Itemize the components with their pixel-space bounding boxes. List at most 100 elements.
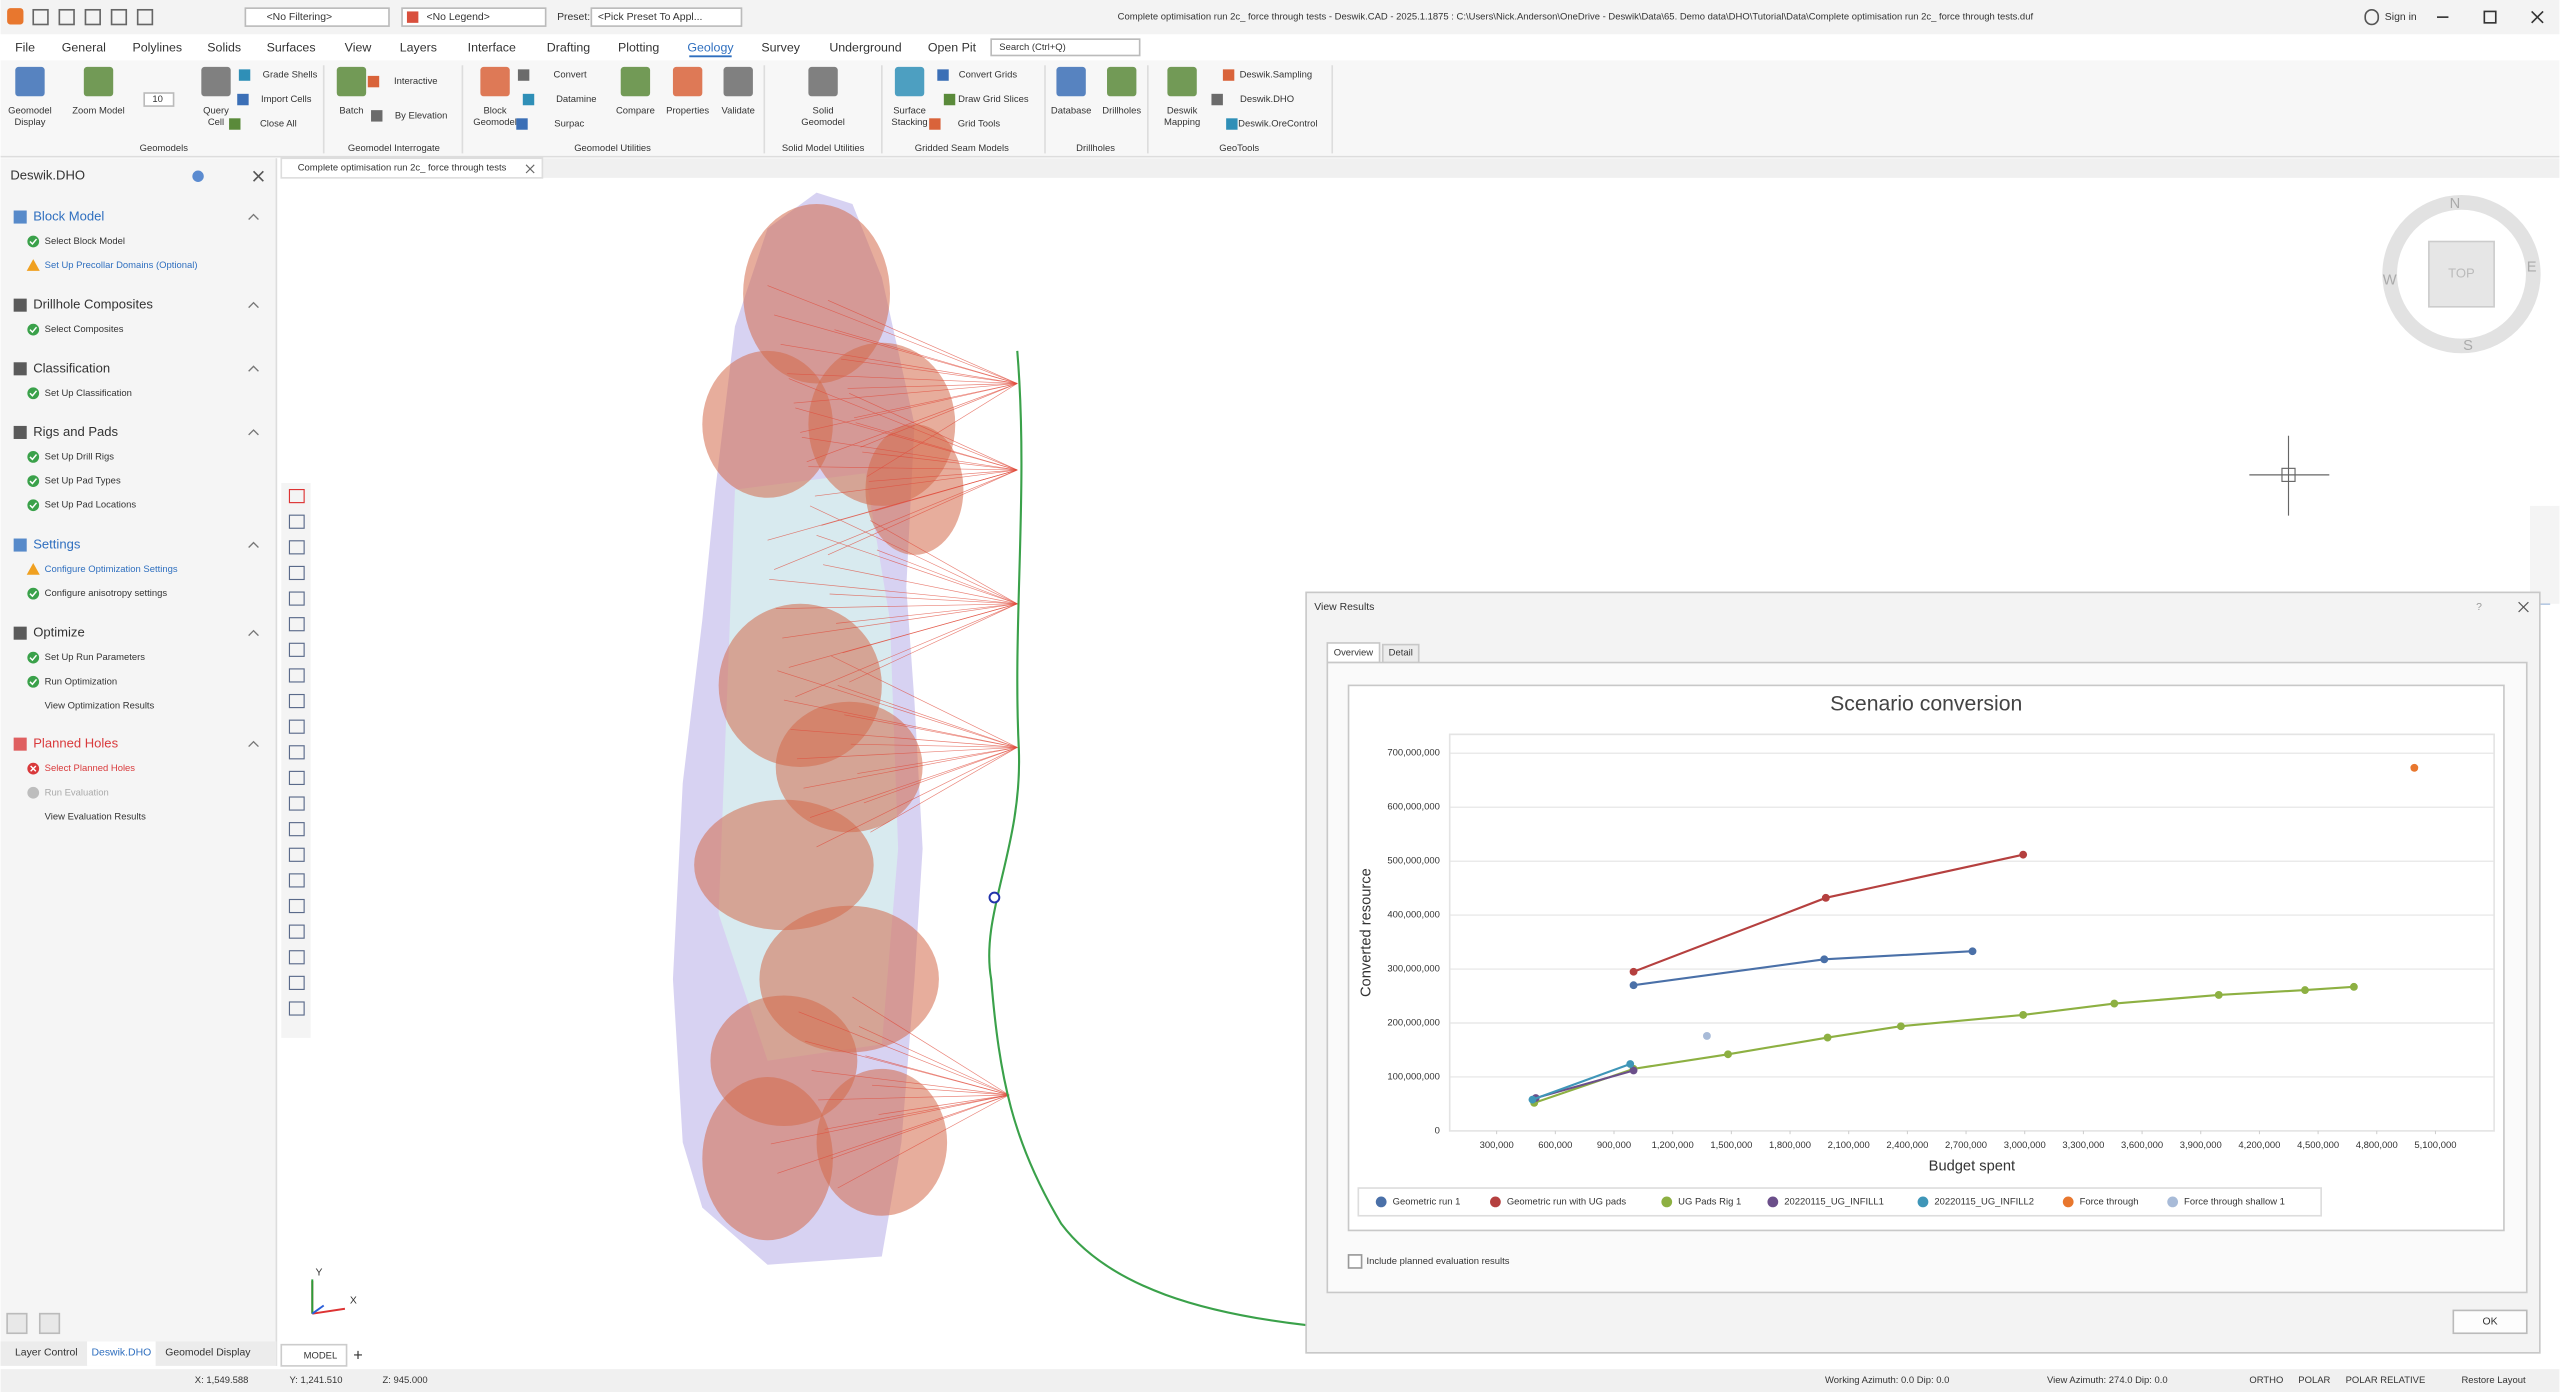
section-heading[interactable]: Settings xyxy=(33,537,81,552)
ribbon-button-label[interactable]: Zoom Model xyxy=(72,105,125,116)
view-cube[interactable] xyxy=(2428,240,2495,308)
ribbon-button-label[interactable]: Drillholes xyxy=(1102,105,1141,116)
preset-dropdown[interactable] xyxy=(590,7,743,27)
add-tab[interactable]: + xyxy=(353,1346,363,1364)
legend-label[interactable]: 20220115_UG_INFILL1 xyxy=(1784,1196,1884,1207)
ribbon-icon[interactable] xyxy=(1167,66,1197,97)
filter-dropdown[interactable] xyxy=(244,7,390,27)
ok-button[interactable] xyxy=(2452,1309,2528,1335)
ribbon-button-label[interactable]: 10 xyxy=(152,94,163,105)
workflow-step[interactable]: Select Block Model xyxy=(45,236,125,247)
ribbon-icon[interactable] xyxy=(336,66,367,97)
tool-button[interactable] xyxy=(288,847,305,862)
ribbon-small-icon[interactable] xyxy=(237,93,249,106)
panel-close[interactable] xyxy=(252,170,264,182)
document-tab[interactable] xyxy=(280,157,544,179)
ribbon-icon[interactable] xyxy=(15,66,45,97)
ribbon-icon[interactable] xyxy=(201,66,231,97)
tool-button[interactable] xyxy=(288,898,305,914)
menu-tab[interactable]: Open Pit xyxy=(928,40,977,54)
qa-icon[interactable] xyxy=(136,8,154,26)
ribbon-small-icon[interactable] xyxy=(943,93,956,106)
legend-label[interactable]: Geometric run 1 xyxy=(1393,1196,1461,1207)
tool-button[interactable] xyxy=(288,745,305,760)
ribbon-button-label[interactable]: Mapping xyxy=(1164,117,1200,128)
ribbon-button-label[interactable]: Deswik.DHO xyxy=(1240,94,1294,105)
collapse-chevron[interactable] xyxy=(248,740,259,748)
ribbon-icon[interactable] xyxy=(808,66,838,97)
ribbon-button-label[interactable]: Display xyxy=(14,117,45,128)
workflow-step[interactable]: View Evaluation Results xyxy=(45,811,147,822)
tool-button[interactable] xyxy=(288,873,305,888)
ribbon-button-label[interactable]: Geomodel xyxy=(8,105,52,116)
ribbon-small-icon[interactable] xyxy=(1222,69,1235,81)
ribbon-icon[interactable] xyxy=(672,66,703,97)
ribbon-icon[interactable] xyxy=(480,66,510,97)
tool-button[interactable] xyxy=(288,822,305,837)
bottom-tab[interactable]: Layer Control xyxy=(15,1348,78,1359)
tool-button[interactable] xyxy=(288,514,305,529)
menu-tab[interactable]: Drafting xyxy=(547,40,590,54)
ribbon-small-icon[interactable] xyxy=(522,93,535,106)
ribbon-icon[interactable] xyxy=(620,66,651,97)
ribbon-button-label[interactable]: Database xyxy=(1051,105,1091,116)
workflow-step[interactable]: View Optimization Results xyxy=(45,700,155,711)
ribbon-button-label[interactable]: Geomodel xyxy=(801,117,845,128)
tool-button[interactable] xyxy=(288,540,305,555)
menu-tab[interactable]: General xyxy=(62,40,106,54)
ribbon-small-icon[interactable] xyxy=(371,110,383,122)
tool-button[interactable] xyxy=(288,975,305,990)
workflow-step[interactable]: Configure Optimization Settings xyxy=(45,564,178,575)
tool-button[interactable] xyxy=(288,488,305,504)
ribbon-small-icon[interactable] xyxy=(367,75,380,88)
ribbon-button-label[interactable]: Surface xyxy=(893,105,926,116)
help-icon[interactable] xyxy=(192,170,204,182)
section-heading[interactable]: Planned Holes xyxy=(33,736,118,751)
panel-button[interactable] xyxy=(38,1312,61,1335)
tool-button[interactable] xyxy=(288,668,305,683)
ribbon-button-label[interactable]: Convert xyxy=(554,70,587,81)
menu-tab[interactable]: Survey xyxy=(761,40,800,54)
status-item[interactable]: ORTHO xyxy=(2249,1375,2283,1386)
ribbon-small-icon[interactable] xyxy=(238,69,251,81)
ribbon-button-label[interactable]: Properties xyxy=(666,105,709,116)
status-item[interactable]: POLAR xyxy=(2298,1375,2330,1386)
ribbon-icon[interactable] xyxy=(723,66,753,97)
status-item[interactable]: POLAR RELATIVE xyxy=(2346,1375,2426,1386)
bottom-tab[interactable]: Geomodel Display xyxy=(165,1348,251,1359)
ribbon-button-label[interactable]: Stacking xyxy=(891,117,927,128)
ribbon-button-label[interactable]: Block xyxy=(483,105,506,116)
legend-dropdown[interactable] xyxy=(401,7,547,27)
workflow-step[interactable]: Set Up Pad Locations xyxy=(45,500,137,511)
search-box[interactable] xyxy=(990,38,1141,57)
workflow-step[interactable]: Run Optimization xyxy=(45,676,118,687)
ribbon-button-label[interactable]: Cell xyxy=(208,117,224,128)
tool-button[interactable] xyxy=(288,1001,305,1016)
bottom-tab[interactable]: Deswik.DHO xyxy=(91,1348,151,1359)
workflow-step[interactable]: Set Up Run Parameters xyxy=(45,652,146,663)
ribbon-button-label[interactable]: Deswik.Sampling xyxy=(1240,70,1313,81)
ribbon-button-label[interactable]: Solid xyxy=(813,105,834,116)
collapse-chevron[interactable] xyxy=(248,541,259,548)
section-heading[interactable]: Classification xyxy=(33,360,110,375)
collapse-chevron[interactable] xyxy=(248,629,259,637)
menu-tab[interactable]: Plotting xyxy=(618,40,659,54)
menu-tab[interactable]: Geology xyxy=(687,40,734,54)
workflow-step[interactable]: Select Planned Holes xyxy=(45,763,136,774)
tool-button[interactable] xyxy=(288,924,305,939)
collapse-chevron[interactable] xyxy=(248,301,259,309)
tool-button[interactable] xyxy=(288,770,305,786)
legend-label[interactable]: 20220115_UG_INFILL2 xyxy=(1934,1196,2034,1207)
ribbon-button-label[interactable]: Grade Shells xyxy=(263,70,318,81)
ribbon-button-label[interactable]: Import Cells xyxy=(261,94,312,105)
ribbon-small-icon[interactable] xyxy=(516,118,528,130)
qa-icon[interactable] xyxy=(58,8,75,26)
menu-tab[interactable]: Underground xyxy=(829,40,901,54)
menu-tab[interactable]: Layers xyxy=(400,40,437,54)
section-heading[interactable]: Drillhole Composites xyxy=(33,297,153,312)
ribbon-button-label[interactable]: By Elevation xyxy=(395,110,448,121)
workflow-step[interactable]: Set Up Pad Types xyxy=(45,476,121,487)
menu-tab[interactable]: View xyxy=(345,40,372,54)
ribbon-icon[interactable] xyxy=(1107,66,1137,97)
tool-button[interactable] xyxy=(288,796,305,811)
